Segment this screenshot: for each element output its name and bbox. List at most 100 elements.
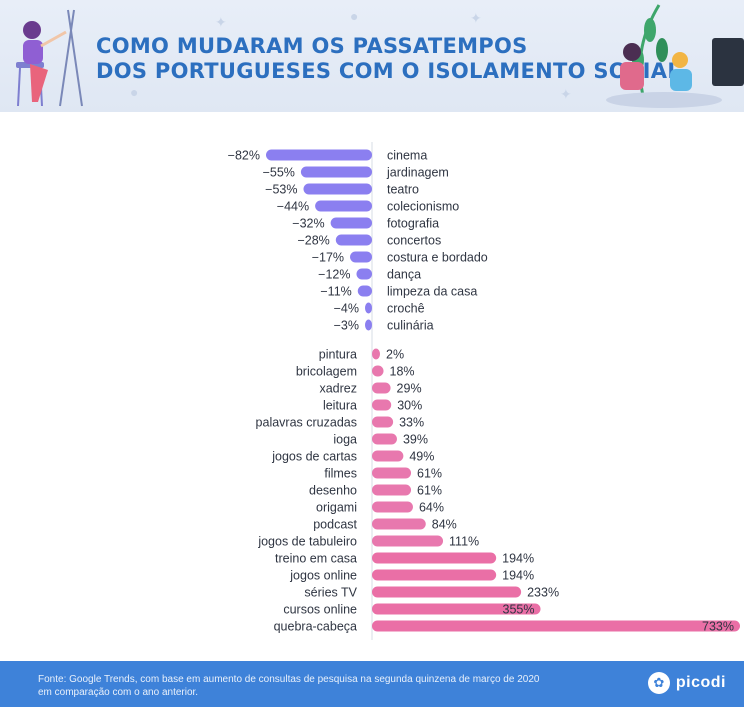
picodi-logo-icon: ✿ bbox=[647, 672, 670, 694]
positive-category-label: jogos online bbox=[289, 569, 357, 583]
positive-bar bbox=[372, 620, 740, 632]
negative-value-label: −3% bbox=[334, 319, 359, 333]
positive-category-label: ioga bbox=[333, 433, 357, 447]
negative-bar bbox=[350, 251, 372, 263]
positive-value-label: 30% bbox=[397, 399, 422, 413]
negative-value-label: −55% bbox=[263, 166, 295, 180]
positive-category-label: séries TV bbox=[304, 586, 357, 600]
positive-bar bbox=[372, 586, 522, 598]
positive-category-label: desenho bbox=[309, 484, 357, 498]
positive-category-label: quebra-cabeça bbox=[274, 620, 357, 634]
sparkle-icon: ✦ bbox=[560, 86, 572, 102]
positive-value-label: 33% bbox=[399, 416, 424, 430]
positive-category-label: palavras cruzadas bbox=[256, 416, 357, 430]
negative-category-label: cinema bbox=[387, 149, 427, 163]
positive-category-label: xadrez bbox=[319, 382, 357, 396]
positive-bar bbox=[372, 603, 541, 615]
positive-bar bbox=[372, 552, 497, 564]
positive-bar bbox=[372, 382, 391, 394]
negative-bar bbox=[357, 285, 372, 297]
positive-series: 2% pintura 18% bricolagem 29% xadrez 30% leitur… bbox=[256, 348, 740, 634]
positive-value-label: 49% bbox=[409, 450, 434, 464]
brand-name: picodi bbox=[675, 674, 726, 691]
negative-category-label: limpeza da casa bbox=[387, 285, 477, 299]
positive-value-label: 18% bbox=[390, 365, 415, 379]
positive-category-label: jogos de cartas bbox=[271, 450, 357, 464]
positive-category-label: filmes bbox=[324, 467, 357, 481]
positive-category-label: pintura bbox=[319, 348, 357, 362]
negative-value-label: −11% bbox=[320, 285, 351, 299]
positive-value-label: 2% bbox=[386, 348, 404, 362]
negative-bar bbox=[330, 217, 372, 229]
positive-value-label: 61% bbox=[417, 484, 442, 498]
gamers-illustration bbox=[606, 4, 744, 108]
positive-value-label: 61% bbox=[417, 467, 442, 481]
negative-category-label: costura e bordado bbox=[387, 251, 488, 265]
title-line-2: DOS PORTUGUESES COM O ISOLAMENTO SOCIAL bbox=[96, 59, 682, 83]
positive-value-label: 733% bbox=[702, 620, 734, 634]
source-note-line-1: Fonte: Google Trends, com base em aument… bbox=[38, 674, 540, 685]
negative-value-label: −28% bbox=[297, 234, 329, 248]
positive-category-label: podcast bbox=[313, 518, 357, 532]
positive-value-label: 29% bbox=[397, 382, 422, 396]
positive-category-label: cursos online bbox=[283, 603, 357, 617]
positive-bar bbox=[372, 348, 380, 360]
positive-value-label: 194% bbox=[502, 552, 534, 566]
negative-value-label: −82% bbox=[228, 149, 260, 163]
dot-icon: ● bbox=[350, 8, 359, 24]
footer-bar: Fonte: Google Trends, com base em aument… bbox=[0, 661, 744, 707]
negative-value-label: −4% bbox=[334, 302, 359, 316]
negative-value-label: −12% bbox=[318, 268, 350, 282]
positive-bar bbox=[372, 365, 384, 377]
negative-bar bbox=[365, 302, 372, 314]
negative-category-label: concertos bbox=[387, 234, 441, 248]
positive-bar bbox=[372, 433, 397, 445]
dot-icon: ● bbox=[130, 84, 139, 100]
positive-bar bbox=[372, 501, 413, 513]
positive-bar bbox=[372, 518, 426, 530]
positive-bar bbox=[372, 467, 412, 479]
negative-bar bbox=[365, 319, 372, 331]
negative-value-label: −32% bbox=[292, 217, 324, 231]
painter-illustration bbox=[16, 9, 83, 107]
negative-bar bbox=[303, 183, 372, 195]
sparkle-icon: ✦ bbox=[470, 10, 482, 26]
negative-bar bbox=[315, 200, 372, 212]
positive-bar bbox=[372, 450, 404, 462]
negative-bar bbox=[335, 234, 372, 246]
positive-value-label: 194% bbox=[502, 569, 534, 583]
positive-bar bbox=[372, 484, 412, 496]
source-note: Fonte: Google Trends, com base em aument… bbox=[38, 673, 598, 699]
negative-category-label: colecionismo bbox=[387, 200, 459, 214]
positive-value-label: 64% bbox=[419, 501, 444, 515]
positive-category-label: jogos de tabuleiro bbox=[257, 535, 357, 549]
chart-title: COMO MUDARAM OS PASSATEMPOS DOS PORTUGUE… bbox=[96, 34, 681, 84]
positive-category-label: leitura bbox=[323, 399, 357, 413]
brand-logo[interactable]: ✿ picodi bbox=[647, 672, 726, 694]
title-line-1: COMO MUDARAM OS PASSATEMPOS bbox=[96, 34, 528, 58]
negative-value-label: −44% bbox=[277, 200, 309, 214]
positive-bar bbox=[372, 416, 394, 428]
positive-value-label: 84% bbox=[432, 518, 457, 532]
positive-bar bbox=[372, 535, 444, 547]
negative-value-label: −53% bbox=[265, 183, 297, 197]
negative-category-label: fotografia bbox=[387, 217, 439, 231]
positive-value-label: 355% bbox=[503, 603, 535, 617]
positive-value-label: 111% bbox=[449, 535, 479, 549]
negative-category-label: teatro bbox=[387, 183, 419, 197]
positive-value-label: 233% bbox=[527, 586, 559, 600]
negative-category-label: culinária bbox=[387, 319, 434, 333]
negative-category-label: crochê bbox=[387, 302, 425, 316]
negative-bar bbox=[356, 268, 372, 280]
negative-value-label: −17% bbox=[312, 251, 344, 265]
negative-category-label: dança bbox=[387, 268, 421, 282]
negative-category-label: jardinagem bbox=[386, 166, 449, 180]
header-banner: ✦ ✦ ✦ ● ● COMO MUDARAM OS PASSATEMPOS DO… bbox=[0, 0, 744, 112]
positive-bar bbox=[372, 569, 497, 581]
negative-bar bbox=[300, 166, 372, 178]
bar-chart: −82% cinema −55% jardinagem −53% teatro −44% co… bbox=[228, 142, 740, 640]
positive-bar bbox=[372, 399, 392, 411]
sparkle-icon: ✦ bbox=[215, 14, 227, 30]
positive-category-label: bricolagem bbox=[296, 365, 357, 379]
negative-bar bbox=[266, 149, 372, 161]
